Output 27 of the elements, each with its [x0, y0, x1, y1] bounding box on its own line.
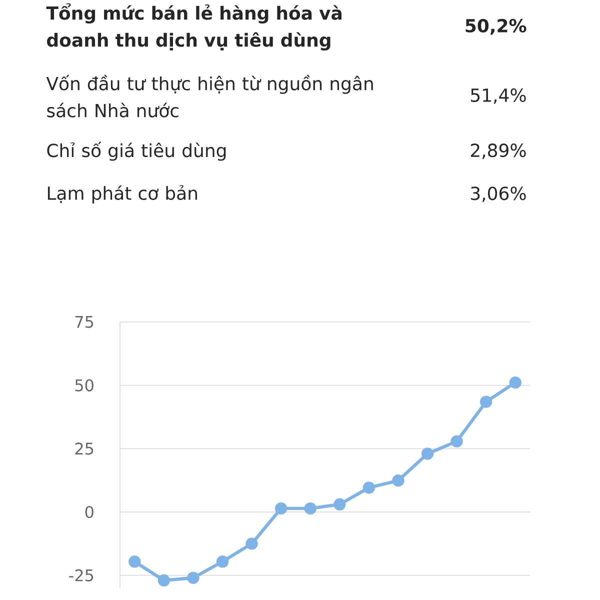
- point: [304, 502, 316, 515]
- y-tick-label: 25: [75, 442, 94, 455]
- text: Lạm phát cơ bản: [48, 185, 197, 204]
- y-tick-label: 75: [75, 316, 94, 328]
- y-tick-label: -25: [69, 569, 94, 582]
- point: [334, 498, 346, 510]
- text: 51,4%: [471, 88, 526, 104]
- point: [392, 474, 404, 487]
- text: 3,06%: [471, 186, 526, 202]
- point: [362, 482, 376, 494]
- point: [216, 556, 229, 568]
- point: [480, 396, 492, 408]
- y-tick-label: 0: [85, 506, 94, 518]
- point: [187, 572, 200, 584]
- text: Vốn đầu tư thực hiện từ nguồn ngân sách Nhà nước: [46, 74, 373, 118]
- point: [509, 376, 522, 389]
- text: 50,2%: [466, 18, 526, 35]
- point: [450, 435, 463, 448]
- point: [246, 538, 258, 550]
- point: [158, 574, 170, 586]
- text: Chỉ số giá tiêu dùng: [47, 142, 226, 161]
- point: [421, 448, 434, 460]
- point: [128, 556, 141, 568]
- point: [274, 502, 288, 515]
- text: 2,89%: [470, 144, 526, 159]
- y-tick-label: 50: [75, 379, 94, 392]
- text: Tổng mức bán lẻ hàng hóa và doanh thu dịch vụ tiêu dùng: [46, 3, 342, 50]
